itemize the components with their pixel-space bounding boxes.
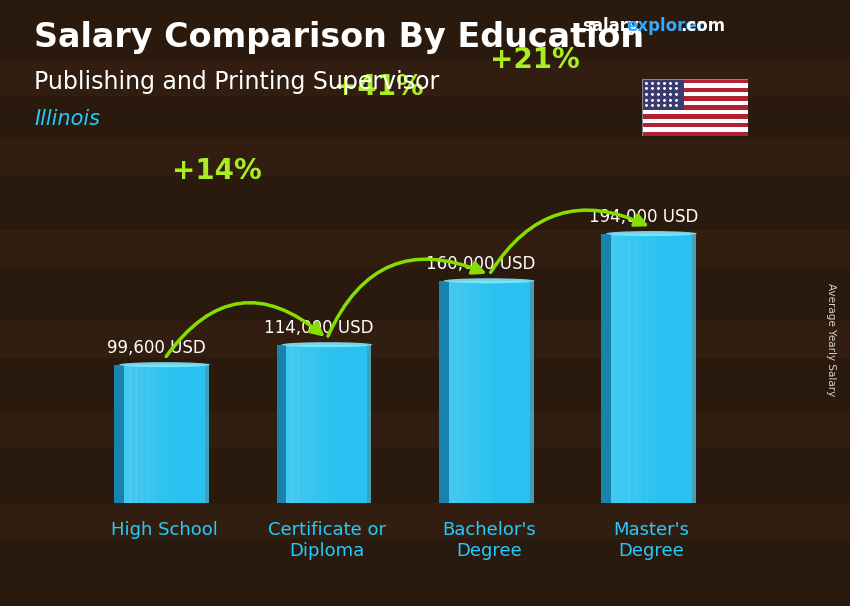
Bar — [461, 281, 468, 503]
Text: Salary Comparison By Education: Salary Comparison By Education — [34, 21, 644, 54]
Bar — [0, 503, 850, 539]
Bar — [617, 233, 623, 503]
Bar — [611, 233, 692, 503]
Bar — [491, 281, 497, 503]
Text: High School: High School — [111, 521, 218, 539]
FancyArrowPatch shape — [167, 302, 322, 356]
Bar — [485, 281, 491, 503]
Bar — [310, 345, 317, 503]
Text: Master's
Degree: Master's Degree — [614, 521, 689, 560]
Bar — [479, 281, 485, 503]
Bar — [642, 79, 748, 83]
Text: 194,000 USD: 194,000 USD — [588, 208, 698, 226]
Bar — [473, 281, 479, 503]
Bar — [629, 233, 636, 503]
FancyArrowPatch shape — [490, 210, 645, 273]
Bar — [0, 412, 850, 448]
Bar — [642, 110, 748, 114]
Bar — [155, 365, 161, 503]
Bar — [601, 233, 611, 503]
Bar — [124, 365, 131, 503]
Bar — [130, 365, 137, 503]
Text: salary: salary — [582, 17, 639, 35]
Bar — [317, 345, 323, 503]
Bar — [0, 230, 850, 267]
Text: 160,000 USD: 160,000 USD — [427, 256, 536, 273]
Bar — [623, 233, 630, 503]
Text: +14%: +14% — [172, 158, 262, 185]
Bar — [142, 365, 149, 503]
Bar — [323, 345, 329, 503]
Text: .com: .com — [680, 17, 725, 35]
Bar — [449, 281, 455, 503]
Bar — [648, 233, 654, 503]
Bar — [641, 233, 648, 503]
Bar — [286, 345, 292, 503]
Bar — [642, 105, 748, 110]
Bar — [167, 365, 173, 503]
Bar — [642, 127, 748, 132]
Bar — [114, 365, 124, 503]
Bar — [124, 365, 205, 503]
Bar — [642, 119, 748, 123]
Text: explorer: explorer — [626, 17, 706, 35]
Ellipse shape — [119, 362, 210, 367]
Bar — [642, 114, 748, 119]
Text: 99,600 USD: 99,600 USD — [107, 339, 206, 358]
Bar — [298, 345, 305, 503]
Text: Illinois: Illinois — [34, 109, 100, 129]
Text: Certificate or
Diploma: Certificate or Diploma — [268, 521, 386, 560]
Bar — [635, 233, 642, 503]
Bar — [276, 345, 286, 503]
Bar — [367, 345, 371, 503]
Bar — [205, 365, 209, 503]
Bar — [654, 233, 660, 503]
Text: Publishing and Printing Supervisor: Publishing and Printing Supervisor — [34, 70, 439, 94]
Bar — [0, 61, 850, 97]
Bar — [642, 79, 684, 110]
Bar — [161, 365, 167, 503]
Text: +21%: +21% — [490, 46, 580, 75]
Bar — [467, 281, 473, 503]
Bar — [304, 345, 311, 503]
Bar — [692, 233, 696, 503]
Bar — [136, 365, 143, 503]
Text: Average Yearly Salary: Average Yearly Salary — [826, 283, 836, 396]
Bar — [642, 92, 748, 96]
Bar — [642, 123, 748, 127]
Ellipse shape — [281, 342, 372, 347]
Text: 114,000 USD: 114,000 USD — [264, 319, 373, 338]
Bar — [329, 345, 336, 503]
FancyArrowPatch shape — [328, 259, 483, 336]
Bar — [439, 281, 449, 503]
Text: +41%: +41% — [334, 73, 423, 101]
Bar — [286, 345, 367, 503]
Bar — [642, 88, 748, 92]
Ellipse shape — [444, 278, 535, 283]
Ellipse shape — [606, 231, 697, 236]
Bar — [611, 233, 617, 503]
Bar — [149, 365, 155, 503]
Bar — [0, 321, 850, 358]
Bar — [642, 96, 748, 101]
Bar — [455, 281, 462, 503]
Bar — [642, 101, 748, 105]
Bar — [292, 345, 299, 503]
Bar — [642, 132, 748, 136]
Text: Bachelor's
Degree: Bachelor's Degree — [442, 521, 536, 560]
Bar — [530, 281, 534, 503]
Bar — [642, 83, 748, 88]
Bar — [0, 139, 850, 176]
Bar — [449, 281, 530, 503]
